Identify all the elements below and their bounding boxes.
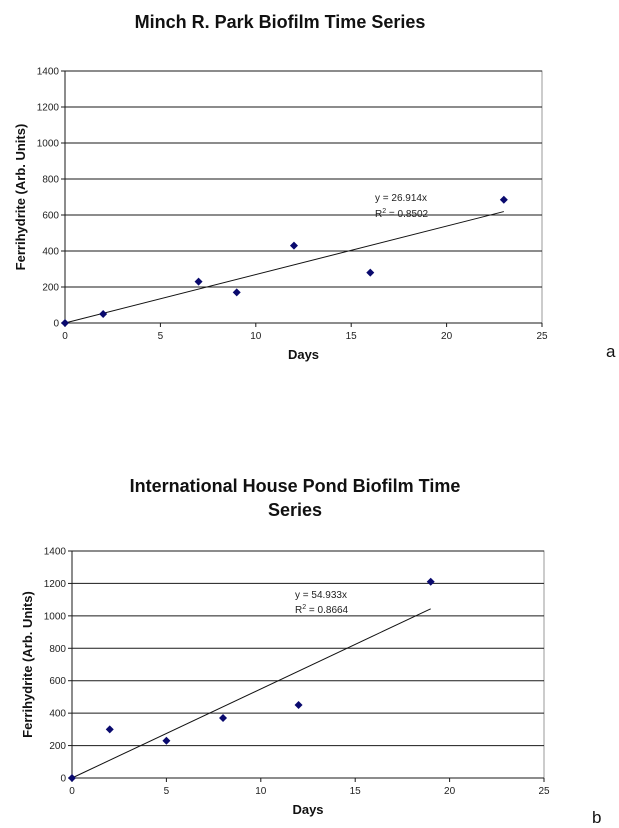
chart-b-y-axis-label: Ferrihydrite (Arb. Units) — [20, 591, 35, 738]
chart-b-data-point — [426, 577, 435, 586]
chart-a-y-axis-label: Ferrihydrite (Arb. Units) — [13, 124, 28, 271]
chart-b-y-tick-label: 1000 — [44, 611, 67, 622]
chart-a-y-tick-label: 1000 — [37, 139, 60, 150]
chart-b-data-point — [294, 701, 303, 710]
chart-b-y-tick-label: 0 — [60, 774, 66, 785]
chart-a-y-tick-label: 400 — [42, 247, 59, 258]
chart-b-y-tick-label: 800 — [49, 644, 66, 655]
chart-b-y-tick-label: 1400 — [44, 547, 67, 558]
chart-a-r-squared-prefix: R — [375, 209, 382, 220]
chart-b-x-tick-label: 5 — [164, 786, 170, 797]
chart-b-plot-area — [71, 550, 545, 779]
chart-b-title-line2: Series — [267, 500, 323, 520]
chart-a-data-point — [499, 195, 508, 204]
chart-a-x-axis-label: Days — [288, 347, 319, 362]
panel-letter-a: a — [606, 342, 616, 361]
chart-b-y-tick-label: 1200 — [44, 579, 67, 590]
chart-a-data-point — [61, 319, 69, 327]
chart-a-x-tick-label: 0 — [62, 331, 68, 342]
chart-b-x-tick-label: 0 — [69, 786, 75, 797]
chart-a-x-tick-label: 20 — [441, 331, 453, 342]
chart-b-y-tick-label: 600 — [49, 676, 66, 687]
chart-b-data-point — [105, 725, 114, 734]
chart-a-y-tick-label: 1400 — [37, 67, 60, 78]
chart-b-x-tick-label: 15 — [350, 786, 362, 797]
chart-b-r-squared-value: = 0.8664 — [306, 605, 348, 616]
chart-b-r-squared-prefix: R — [295, 605, 302, 616]
chart-a-y-tick-label: 1200 — [37, 103, 60, 114]
chart-b-x-tick-label: 20 — [444, 786, 456, 797]
chart-a-trendline — [64, 211, 504, 324]
chart-a-r-squared-value: = 0.8502 — [386, 209, 428, 220]
chart-b-x-tick-label: 25 — [538, 786, 550, 797]
chart-a-title: Minch R. Park Biofilm Time Series — [134, 12, 426, 32]
chart-b-data-point — [162, 736, 171, 745]
chart-b-trend-equation: y = 54.933x — [295, 590, 347, 601]
chart-b-x-axis-label: Days — [292, 802, 323, 817]
chart-b-trendline — [71, 608, 431, 779]
panel-letter-b: b — [592, 808, 602, 827]
chart-a-data-point — [366, 268, 375, 277]
chart-a-x-tick-label: 15 — [346, 331, 358, 342]
chart-a-trend-equation: y = 26.914x — [375, 193, 427, 204]
chart-a-data-point — [232, 288, 241, 297]
chart-a-data-point — [99, 310, 108, 318]
chart-b-x-tick-label: 10 — [255, 786, 267, 797]
chart-a-x-tick-label: 10 — [250, 331, 262, 342]
chart-b-title-line1: International House Pond Biofilm Time — [129, 476, 461, 496]
chart-b-data-point — [219, 714, 228, 723]
chart-b-y-tick-label: 400 — [49, 709, 66, 720]
chart-a-y-tick-label: 200 — [42, 283, 59, 294]
chart-a-data-point — [289, 241, 298, 250]
chart-a-data-point — [194, 277, 203, 286]
chart-a-y-tick-label: 800 — [42, 175, 59, 186]
chart-a-x-tick-label: 5 — [158, 331, 164, 342]
chart-a-y-tick-label: 0 — [53, 319, 59, 330]
chart-b-title: International House Pond Biofilm Time Se… — [60, 474, 530, 522]
chart-b-r-squared: R2 = 0.8664 — [295, 604, 349, 616]
chart-a-r-squared: R2 = 0.8502 — [375, 208, 429, 220]
chart-b-y-tick-label: 200 — [49, 741, 66, 752]
chart-a-r-squared-exponent: 2 — [382, 208, 386, 215]
chart-a-x-tick-label: 25 — [536, 331, 548, 342]
chart-a-y-tick-label: 600 — [42, 211, 59, 222]
chart-b-data-point — [68, 774, 76, 782]
chart-a: 0 200 400 600 800 1000 1200 1400 0 5 10 15 20 25 Days F… — [13, 67, 548, 363]
chart-b-r-squared-exponent: 2 — [302, 604, 306, 611]
